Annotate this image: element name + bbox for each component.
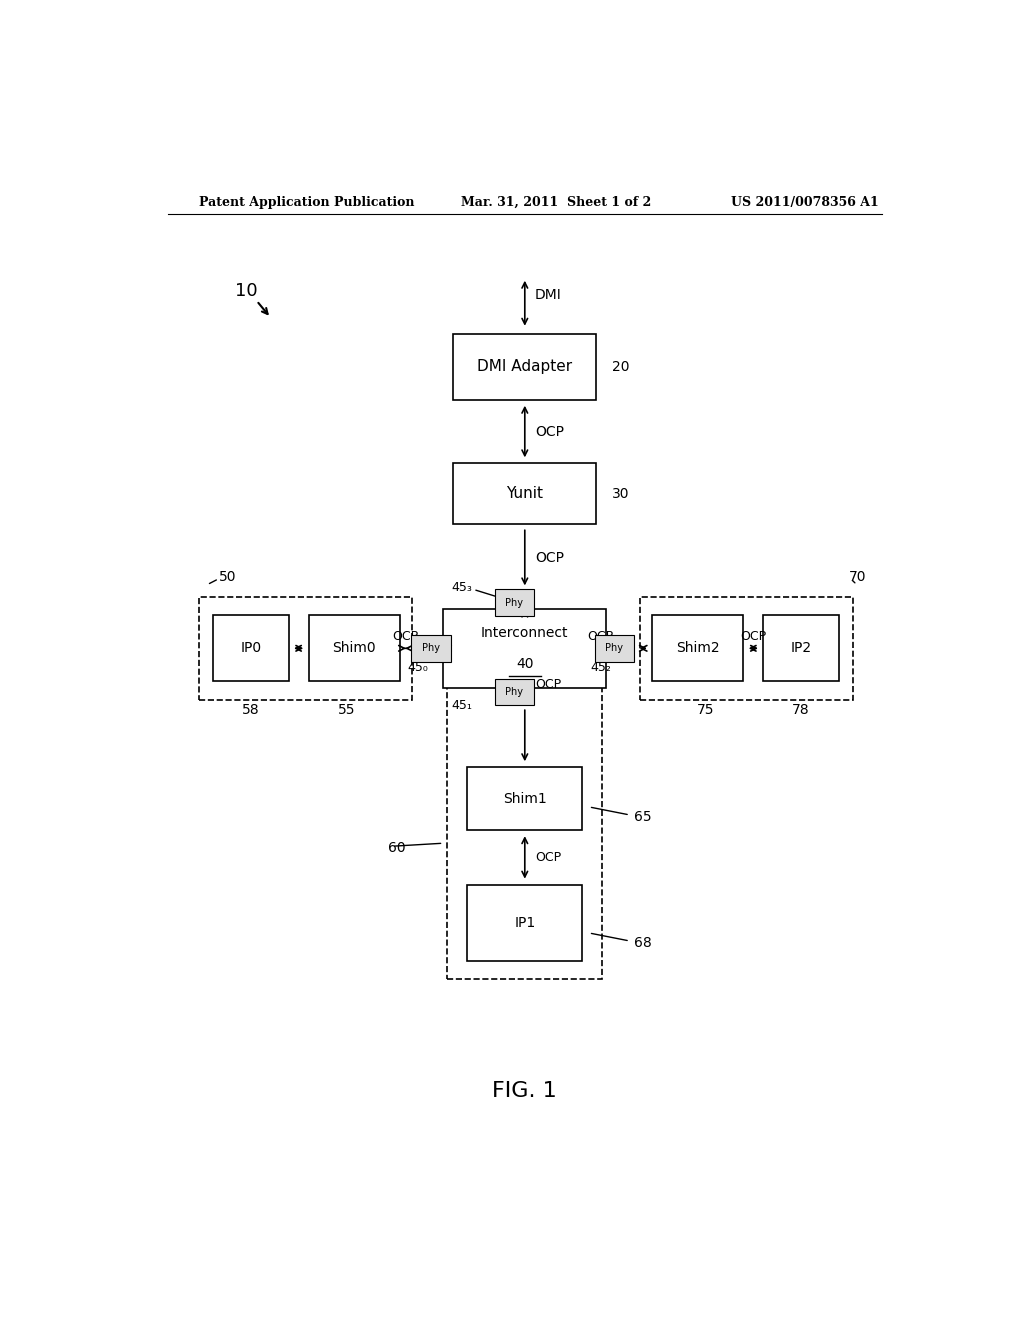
FancyBboxPatch shape [595,635,634,661]
FancyBboxPatch shape [454,463,596,524]
Text: 78: 78 [793,702,810,717]
Text: IP0: IP0 [241,642,261,655]
FancyBboxPatch shape [652,615,743,681]
Text: DMI Adapter: DMI Adapter [477,359,572,375]
Text: Patent Application Publication: Patent Application Publication [200,195,415,209]
Text: Phy: Phy [506,598,523,607]
FancyBboxPatch shape [443,609,606,688]
Text: Phy: Phy [506,686,523,697]
Text: OCP: OCP [536,851,561,863]
Text: Shim0: Shim0 [333,642,376,655]
FancyBboxPatch shape [495,589,535,616]
Text: 45₂: 45₂ [591,661,611,675]
FancyBboxPatch shape [495,678,535,705]
FancyBboxPatch shape [467,767,583,830]
FancyBboxPatch shape [412,635,451,661]
Text: OCP: OCP [536,678,561,692]
Text: 10: 10 [236,281,258,300]
Text: Shim1: Shim1 [503,792,547,805]
Text: Yunit: Yunit [506,486,544,502]
Text: DMI: DMI [536,288,562,302]
Text: OCP: OCP [536,425,564,438]
Text: 58: 58 [243,702,260,717]
Text: 55: 55 [338,702,355,717]
FancyBboxPatch shape [308,615,399,681]
Text: 45₃: 45₃ [452,581,473,594]
Text: 60: 60 [388,841,406,855]
Text: OCP: OCP [588,630,613,643]
Text: Mar. 31, 2011  Sheet 1 of 2: Mar. 31, 2011 Sheet 1 of 2 [461,195,651,209]
Text: IP1: IP1 [514,916,536,929]
Text: 75: 75 [697,702,715,717]
Text: 65: 65 [634,810,651,824]
Text: Shim2: Shim2 [676,642,720,655]
Text: 45₀: 45₀ [408,661,428,675]
Text: 50: 50 [219,570,237,583]
Text: IP2: IP2 [791,642,812,655]
FancyBboxPatch shape [763,615,839,681]
Text: Phy: Phy [605,643,624,653]
Text: 45₁: 45₁ [452,698,473,711]
Text: 30: 30 [612,487,630,500]
Text: US 2011/0078356 A1: US 2011/0078356 A1 [731,195,879,209]
Text: OCP: OCP [740,630,766,643]
Text: 68: 68 [634,936,651,950]
Text: Phy: Phy [422,643,440,653]
Text: 70: 70 [849,570,866,583]
Text: 20: 20 [612,360,630,374]
FancyBboxPatch shape [467,884,583,961]
Text: FIG. 1: FIG. 1 [493,1081,557,1101]
FancyBboxPatch shape [213,615,289,681]
Text: Interconnect: Interconnect [481,626,568,640]
Text: 40: 40 [516,656,534,671]
Text: OCP: OCP [536,552,564,565]
Text: OCP: OCP [392,630,419,643]
FancyBboxPatch shape [454,334,596,400]
